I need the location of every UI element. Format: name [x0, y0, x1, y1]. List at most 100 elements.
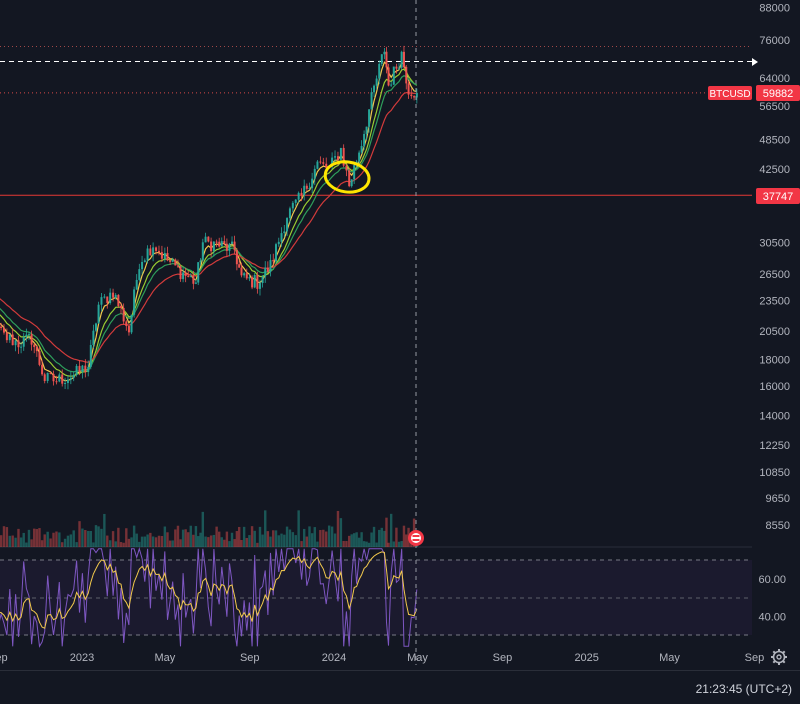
candle-body — [112, 292, 115, 298]
time-axis[interactable]: Sep 2023 May Sep 2024 May Sep 2025 May Sep — [0, 652, 764, 664]
candle-body — [199, 260, 202, 263]
volume-bar — [127, 538, 131, 547]
volume-bar — [253, 530, 256, 547]
volume-bar — [212, 534, 216, 547]
candle-body — [30, 334, 33, 345]
candle-body — [97, 304, 100, 324]
candle-body — [390, 84, 393, 86]
candle-body — [365, 126, 368, 134]
settings-gear-icon[interactable] — [770, 648, 788, 666]
candle-body — [413, 96, 416, 98]
volume-bar — [235, 531, 239, 547]
volume-bar — [143, 536, 147, 547]
clock-readout[interactable]: 21:23:45 (UTC+2) — [695, 682, 792, 696]
volume-bar — [345, 541, 348, 547]
volume-bar — [233, 539, 236, 547]
candle-body — [238, 264, 241, 268]
volume-bar — [27, 529, 31, 547]
candle-body — [5, 332, 8, 341]
candle-body — [64, 383, 67, 385]
volume-bar — [372, 526, 376, 547]
volume-bar — [58, 532, 61, 547]
volume-bar — [138, 541, 141, 547]
candle-body — [311, 178, 314, 189]
candle-body — [385, 51, 388, 68]
candle-body — [235, 250, 238, 265]
candle-body — [407, 83, 410, 95]
candle-body — [52, 373, 55, 382]
volume-bar — [405, 534, 408, 547]
volume-bar — [319, 530, 322, 547]
volume-bar — [160, 536, 164, 547]
candle-body — [25, 334, 28, 337]
candle-body — [75, 365, 78, 375]
candle-body — [103, 296, 106, 298]
candle-body — [345, 165, 348, 171]
candle-body — [300, 192, 303, 196]
volume-bar — [300, 541, 303, 547]
volume-bar — [395, 527, 398, 547]
event-flag-icon[interactable] — [408, 530, 424, 546]
volume-bar — [305, 536, 309, 547]
candle-body — [152, 247, 155, 256]
rsi-axis: 60.00 40.00 — [758, 574, 786, 624]
candle-body — [336, 156, 339, 160]
candle-body — [277, 241, 280, 245]
volume-bar — [201, 511, 205, 547]
candle-body — [189, 276, 192, 278]
volume-bar — [313, 527, 316, 547]
crosshair-marker-icon — [752, 58, 758, 66]
candle-body — [100, 297, 103, 305]
price-tick-label: 10850 — [759, 467, 790, 479]
volume-bar — [111, 531, 115, 547]
candle-body — [207, 236, 210, 242]
candle-body — [2, 328, 5, 333]
volume-bar — [192, 534, 195, 547]
candle-body — [283, 231, 286, 234]
candle-body — [174, 259, 177, 266]
candle-body — [353, 165, 356, 180]
volume-bar — [370, 532, 373, 547]
volume-bar — [2, 526, 6, 547]
volume-bar — [14, 537, 17, 547]
candle-body — [11, 334, 14, 346]
volume-bar — [92, 542, 95, 547]
price-axis[interactable]: 8550 9650 10850 12250 14000 16000 18000 20500 23… — [759, 2, 790, 531]
candle-body — [375, 78, 378, 86]
candle-body — [363, 133, 366, 146]
candle-body — [233, 241, 236, 251]
candle-body — [106, 296, 109, 303]
volume-bar — [187, 532, 190, 547]
volume-bar — [19, 537, 23, 547]
volume-bar — [375, 542, 378, 547]
symbol-badge: BTCUSD — [708, 86, 752, 100]
candle-body — [368, 109, 371, 127]
volume-bar — [49, 538, 52, 547]
candle-body — [358, 152, 361, 162]
candle-body — [253, 274, 256, 288]
candle-body — [264, 267, 267, 277]
volume-bar — [197, 536, 200, 547]
candles — [0, 45, 418, 390]
candle-body — [27, 334, 30, 336]
candle-body — [20, 346, 23, 348]
volume-bar — [151, 536, 155, 547]
price-tick-label: 12250 — [759, 440, 790, 452]
candle-body — [210, 241, 213, 252]
candle-body — [342, 147, 345, 166]
candle-body — [316, 161, 319, 169]
candle-body — [240, 267, 243, 276]
price-tick-label: 8550 — [766, 520, 790, 532]
volume-bar — [269, 536, 272, 547]
rsi-indicator — [0, 547, 418, 648]
candle-body — [294, 199, 297, 203]
volume-bar — [256, 542, 259, 547]
volume-bar — [387, 542, 390, 547]
volume-bar — [171, 540, 174, 547]
candle-body — [303, 185, 306, 196]
volume-bar — [0, 535, 3, 547]
candle-body — [149, 248, 152, 256]
volume-bar — [122, 542, 125, 547]
candle-body — [49, 372, 52, 374]
